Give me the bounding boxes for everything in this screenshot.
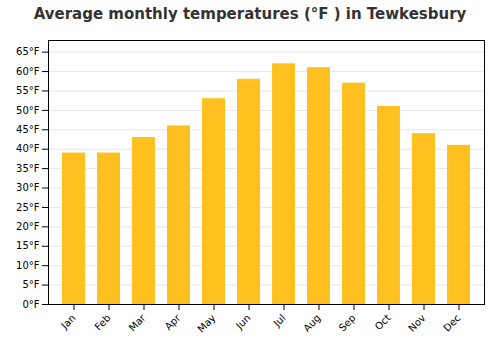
svg-text:5°F: 5°F	[22, 279, 39, 290]
svg-text:Nov: Nov	[406, 312, 428, 334]
svg-text:Sep: Sep	[337, 312, 358, 333]
svg-text:45°F: 45°F	[16, 124, 40, 135]
svg-text:10°F: 10°F	[16, 260, 40, 271]
svg-text:Jan: Jan	[58, 312, 77, 331]
svg-text:60°F: 60°F	[16, 66, 40, 77]
svg-text:Feb: Feb	[92, 312, 112, 332]
svg-text:40°F: 40°F	[16, 143, 40, 154]
svg-text:Mar: Mar	[127, 312, 149, 334]
svg-text:25°F: 25°F	[16, 202, 40, 213]
svg-text:50°F: 50°F	[16, 105, 40, 116]
svg-text:65°F: 65°F	[16, 46, 40, 57]
svg-text:Oct: Oct	[373, 312, 393, 332]
svg-text:Aug: Aug	[301, 312, 323, 334]
svg-text:May: May	[195, 312, 217, 334]
svg-text:55°F: 55°F	[16, 85, 40, 96]
html-text:Average monthly temperatures (: Average monthly temperatures (°F ) in Te…	[33, 5, 467, 23]
svg-text:15°F: 15°F	[16, 240, 40, 251]
svg-text:0°F: 0°F	[22, 299, 39, 310]
svg-text:Jul: Jul	[271, 312, 288, 329]
svg-text:20°F: 20°F	[16, 221, 40, 232]
svg-text:30°F: 30°F	[16, 182, 40, 193]
svg-text:Dec: Dec	[441, 312, 462, 333]
svg-text:Apr: Apr	[163, 312, 184, 333]
svg-text:Jun: Jun	[233, 312, 253, 332]
svg-text:35°F: 35°F	[16, 163, 40, 174]
